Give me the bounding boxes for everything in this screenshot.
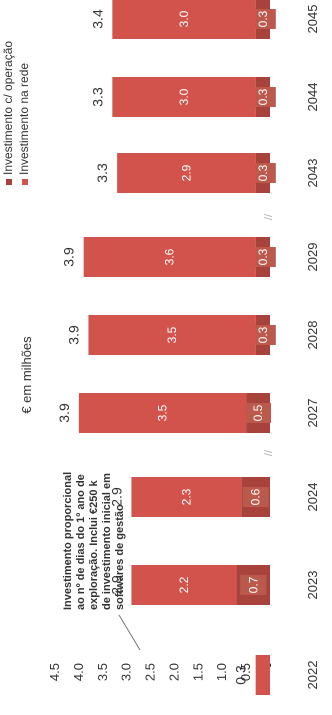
annotation-line: softwares de gestão (114, 504, 126, 610)
x-axis-ticks: 2022 2023 2024 2027 2028 2029 2043 2044 2045 (305, 5, 320, 690)
segment-label-bg (249, 87, 276, 107)
x-tick-label: 2022 (305, 661, 320, 690)
x-tick-label: 2028 (305, 321, 320, 350)
segment-label: 3.0 (177, 10, 191, 27)
x-tick-label: 2045 (305, 5, 320, 34)
total-label: 3.3 (89, 87, 105, 107)
x-tick-label: 2027 (305, 399, 320, 428)
total-label: 2.9 (108, 487, 124, 507)
x-tick-label: 2043 (305, 159, 320, 188)
segment-label: 0.5 (251, 404, 265, 421)
segment-label: 3.5 (165, 326, 179, 343)
bar-segment (78, 393, 247, 433)
segment-label: 0.3 (256, 88, 270, 105)
y-tick-label: 1.5 (190, 663, 205, 681)
segment-label: 3.0 (177, 88, 191, 105)
y-axis: -0.51.01.52.02.53.03.54.04.5 (47, 663, 277, 681)
segment-label-bg (245, 403, 272, 423)
segment-label: 0.3 (256, 164, 270, 181)
segment-label: 2.2 (177, 576, 191, 593)
segment-label-bg (249, 163, 276, 183)
segment-label: 2.3 (179, 488, 193, 505)
legend-swatch (6, 179, 12, 185)
legend-label: Investimento na rede (17, 63, 31, 175)
segment-label: 0.3 (256, 326, 270, 343)
annotation-note: Investimento proporcional ao nº de dias d… (62, 472, 141, 651)
annotation-leader (118, 614, 141, 651)
x-tick-label: 2029 (305, 243, 320, 272)
segment-label-bg (242, 487, 269, 507)
y-tick-label: 4.0 (71, 663, 86, 681)
total-label: 3.9 (56, 403, 72, 423)
segment-label-bg (240, 575, 267, 595)
segment-label-bg (249, 9, 276, 29)
bar-segment (112, 77, 256, 117)
total-labels: 0.3 2.9 2.9 3.9 3.9 3.9 3.3 3.3 3.4 (56, 9, 249, 685)
y-tick-label: 2.5 (143, 663, 158, 681)
legend-label: Investimento c/ operação (1, 41, 15, 175)
x-tick-label: 2023 (305, 571, 320, 600)
segment-label: 3.5 (156, 404, 170, 421)
segment-label: 3.6 (163, 248, 177, 265)
segment-label-bg (249, 325, 276, 345)
total-label: 3.4 (89, 9, 105, 29)
total-label: 3.9 (61, 247, 77, 267)
y-tick-label: 0.5 (238, 663, 253, 681)
y-axis-label: € em milhões (19, 336, 34, 414)
segment-label: 0.7 (246, 576, 260, 593)
bar-segment (112, 0, 256, 39)
x-tick-label: 2044 (305, 83, 320, 112)
annotation-line: Investimento proporcional (62, 472, 74, 610)
segment-label: 0.6 (249, 488, 263, 505)
bar-segment (131, 565, 237, 605)
segment-label: 2.9 (179, 164, 193, 181)
bar-segment (131, 477, 242, 517)
break-mark: // (263, 449, 275, 456)
annotation-line: exploração. Inclui €250 k (88, 479, 100, 610)
x-tick-label: 2024 (305, 483, 320, 512)
bars: 0.7 2.2 0.6 2.3 0.5 3.5 0.3 3.5 0.3 3.6 0.3 2.9 0.3 3… (78, 0, 276, 695)
total-label: 0.3 (233, 665, 249, 685)
bar-segment (88, 315, 256, 355)
y-tick-label: 3.0 (119, 663, 134, 681)
y-tick-label: 4.5 (47, 663, 62, 681)
y-tick-label: 1.0 (214, 663, 229, 681)
axis-breaks: // // (263, 213, 275, 456)
break-mark: // (263, 213, 275, 220)
annotation-line: ao nº de dias do 1º ano de (75, 474, 87, 610)
total-label: 2.9 (108, 575, 124, 595)
total-label: 3.3 (94, 163, 110, 183)
segment-label-bg (249, 247, 276, 267)
bar-segment (255, 655, 271, 695)
segment-label: 0.3 (256, 248, 270, 265)
bar-segment (117, 153, 256, 193)
legend-swatch (22, 179, 28, 185)
y-tick-label: 2.0 (166, 663, 181, 681)
bar-segment (83, 237, 256, 277)
y-tick-label: 3.5 (95, 663, 110, 681)
segment-label: 0.3 (256, 10, 270, 27)
total-label: 3.9 (65, 325, 81, 345)
legend: Investimento c/ operação Investimento na … (1, 41, 31, 185)
annotation-line: de investimento inicial em (101, 473, 113, 610)
